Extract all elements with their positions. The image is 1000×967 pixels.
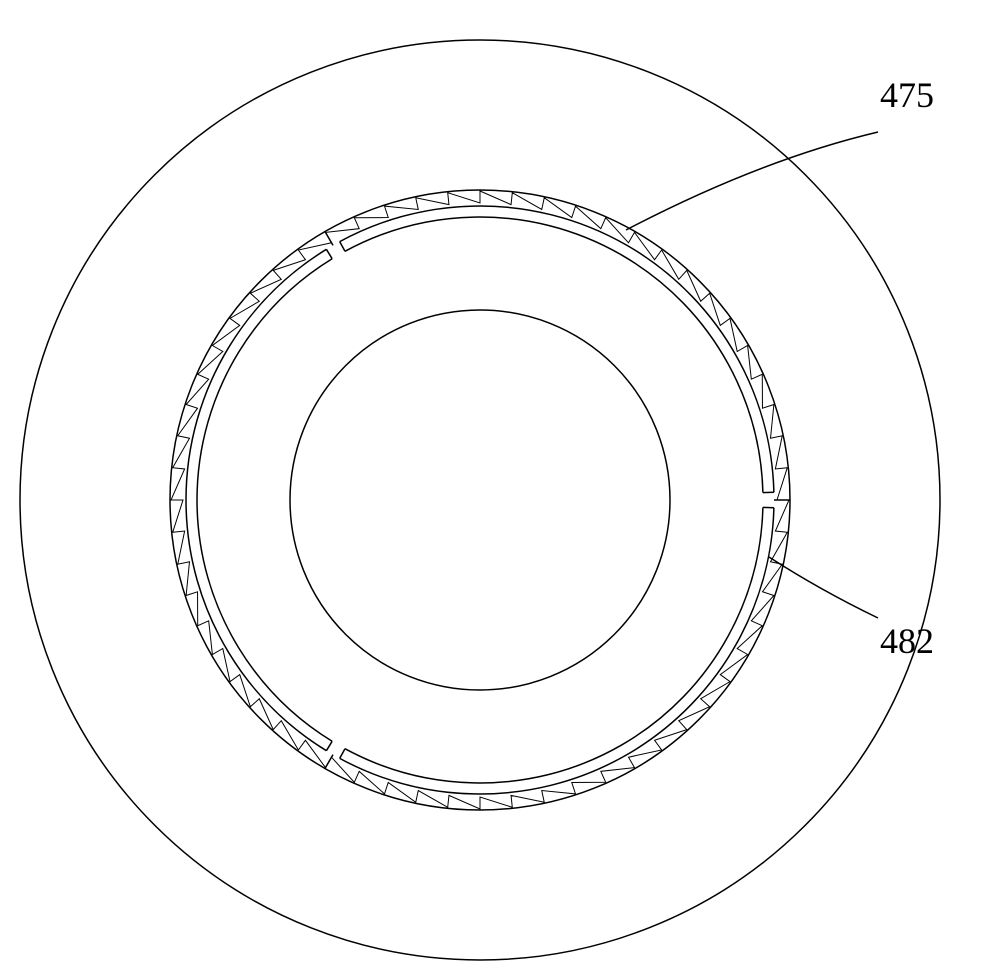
- band-inner-arc: [345, 507, 763, 783]
- band-outer-arc: [186, 249, 326, 750]
- callout-label-482: 482: [880, 620, 934, 662]
- callout-label-475: 475: [880, 74, 934, 116]
- detent-slot-edge: [326, 249, 332, 258]
- diagram-svg: [0, 0, 1000, 962]
- detent-slot-edge: [340, 749, 345, 759]
- band-inner-arc: [345, 217, 763, 493]
- outer-boundary-circle: [20, 40, 940, 960]
- band-inner-arc: [197, 259, 332, 742]
- leader-475: [626, 132, 878, 230]
- detent-slot-edge: [340, 242, 345, 252]
- band-outer-arc: [340, 206, 774, 492]
- leader-482: [769, 557, 878, 618]
- ratchet-teeth: [171, 191, 789, 809]
- detent-notch: [325, 755, 333, 769]
- inner-disc-circle: [290, 310, 670, 690]
- ratchet-outer-circle: [170, 190, 790, 810]
- diagram-container: [0, 0, 1000, 962]
- detent-slot-edge: [326, 741, 332, 750]
- band-outer-arc: [340, 508, 774, 794]
